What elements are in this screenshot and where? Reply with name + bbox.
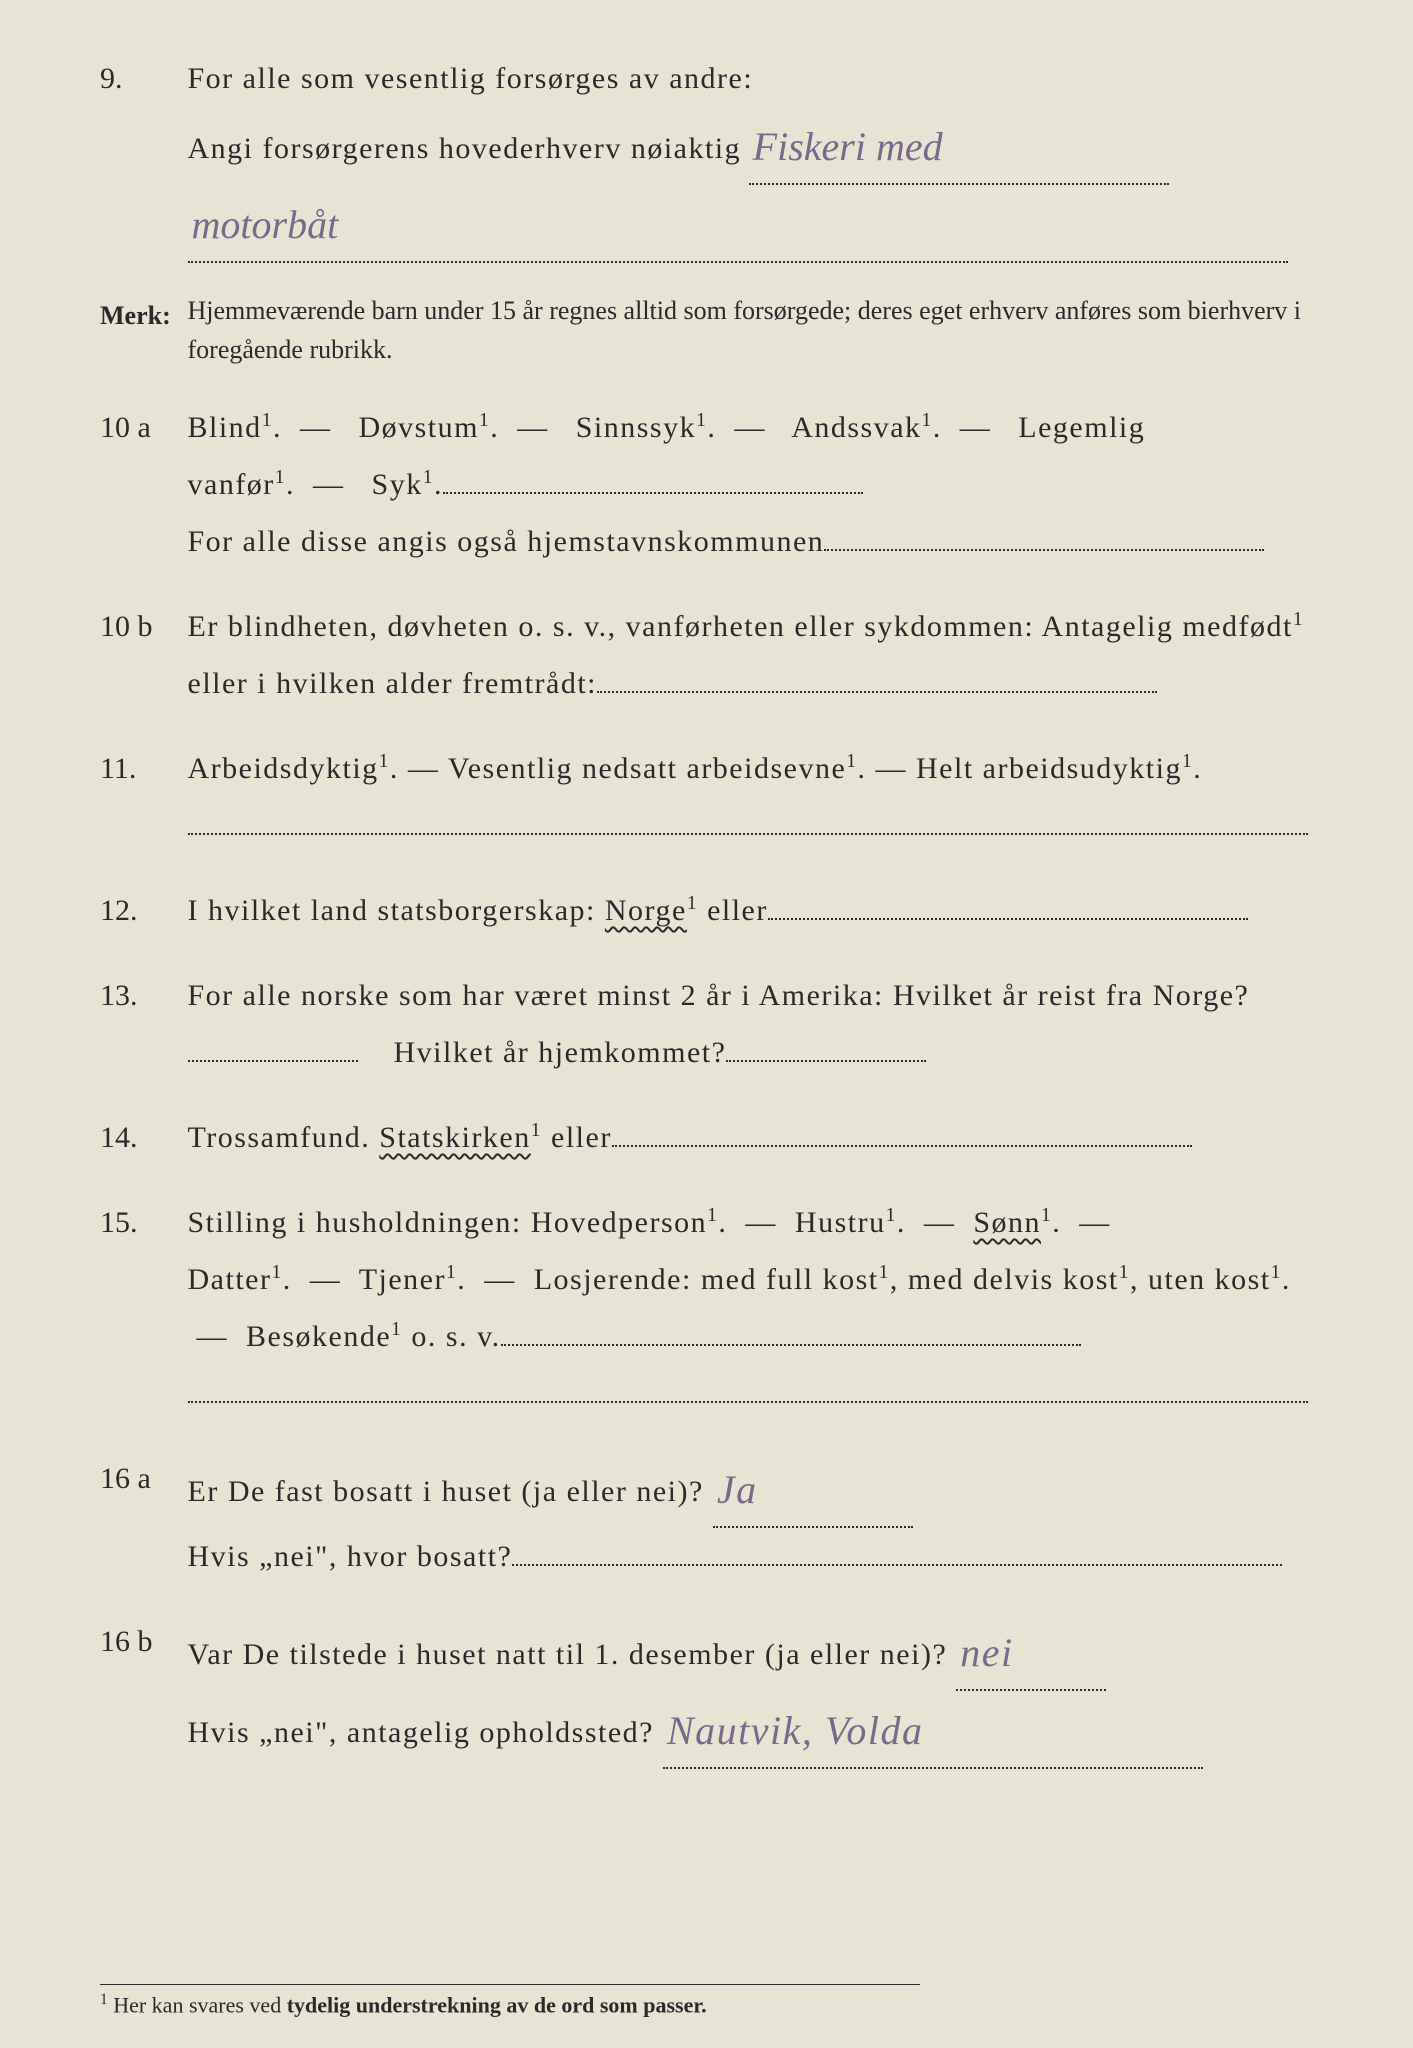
q10a-num: 10 a [100, 399, 180, 456]
q10a-body: Blind1. — Døvstum1. — Sinnssyk1. — Andss… [188, 399, 1341, 570]
q14-stat: Statskirken [379, 1121, 531, 1154]
q10b-text-b: eller i hvilken alder fremtrådt: [188, 667, 598, 700]
q15-sonn: Sønn [973, 1206, 1041, 1239]
q16b-a: Var De tilstede i huset natt til 1. dese… [188, 1638, 948, 1671]
q9-body: For alle som vesentlig forsørges av andr… [188, 50, 1341, 263]
q10b-fill[interactable] [597, 691, 1157, 693]
q10a-opt0: Blind [188, 411, 262, 444]
footnote: 1 Her kan svares ved tydelig understrekn… [100, 1984, 920, 2018]
q9-fill2[interactable]: motorbåt [188, 185, 1288, 263]
q15-hustru: Hustru [795, 1206, 886, 1239]
q10a-fill[interactable] [443, 492, 863, 494]
q12-body: I hvilket land statsborgerskap: Norge1 e… [188, 882, 1341, 939]
q16b-hand1: nei [960, 1630, 1013, 1675]
q12-fill[interactable] [768, 918, 1248, 920]
footnote-sup: 1 [100, 1991, 108, 2008]
q12-a: I hvilket land statsborgerskap: [188, 894, 605, 927]
merk-text: Hjemmeværende barn under 15 år regnes al… [188, 291, 1341, 369]
q13-fill1[interactable] [188, 1060, 358, 1062]
q10a-fill2[interactable] [824, 549, 1264, 551]
q16b-b: Hvis „nei", antagelig opholdssted? [188, 1716, 655, 1749]
q11-opt1: Vesentlig nedsatt arbeidsevne [448, 752, 846, 785]
q15-fill2[interactable] [188, 1401, 1308, 1403]
q13-fill2[interactable] [726, 1060, 926, 1062]
question-10b: 10 b Er blindheten, døvheten o. s. v., v… [100, 598, 1343, 712]
q15-fill[interactable] [501, 1344, 1081, 1346]
q9-fill1[interactable]: Fiskeri med [749, 107, 1169, 185]
q14-fill[interactable] [612, 1145, 1192, 1147]
question-16b: 16 b Var De tilstede i huset natt til 1.… [100, 1613, 1343, 1769]
q10a-opt1: Døvstum [358, 411, 479, 444]
q15-besok: Besøkende [246, 1320, 391, 1353]
q9-line1: For alle som vesentlig forsørges av andr… [188, 62, 754, 95]
q12-b: eller [707, 894, 768, 927]
q13-body: For alle norske som har været minst 2 år… [188, 967, 1341, 1081]
q15-los: Losjerende: med full kost [534, 1263, 879, 1296]
footnote-bold: tydelig understrekning av de ord som pas… [287, 1992, 707, 2017]
q15-uten: , uten kost [1130, 1263, 1271, 1296]
q15-body: Stilling i husholdningen: Hovedperson1. … [188, 1194, 1341, 1422]
q15-datter: Datter [188, 1263, 272, 1296]
q9-line2: Angi forsørgerens hovederhverv nøiaktig [188, 132, 742, 165]
q10a-opt4b: vanfør [188, 468, 275, 501]
q14-num: 14. [100, 1109, 180, 1166]
q16a-b: Hvis „nei", hvor bosatt? [188, 1540, 513, 1573]
q16a-a: Er De fast bosatt i huset (ja eller nei)… [188, 1475, 713, 1508]
question-11: 11. Arbeidsdyktig1. — Vesentlig nedsatt … [100, 740, 1343, 854]
q14-b: eller [551, 1121, 612, 1154]
q13-a: For alle norske som har været minst 2 år… [188, 979, 1250, 1012]
q9-num: 9. [100, 50, 180, 107]
q15-osv: o. s. v. [411, 1320, 500, 1353]
q11-opt0: Arbeidsdyktig [188, 752, 379, 785]
q16b-fill1[interactable]: nei [956, 1613, 1106, 1691]
q9-hand1: Fiskeri med [753, 124, 943, 169]
q16b-fill2[interactable]: Nautvik, Volda [663, 1691, 1203, 1769]
q15-num: 15. [100, 1194, 180, 1251]
question-12: 12. I hvilket land statsborgerskap: Norg… [100, 882, 1343, 939]
q16b-hand2: Nautvik, Volda [667, 1708, 924, 1753]
q9-hand2: motorbåt [192, 202, 339, 247]
question-10a: 10 a Blind1. — Døvstum1. — Sinnssyk1. — … [100, 399, 1343, 570]
q16a-hand: Ja [717, 1467, 758, 1512]
q11-body: Arbeidsdyktig1. — Vesentlig nedsatt arbe… [188, 740, 1341, 854]
question-15: 15. Stilling i husholdningen: Hovedperso… [100, 1194, 1343, 1422]
q13-b: Hvilket år hjemkommet? [394, 1036, 727, 1069]
q12-num: 12. [100, 882, 180, 939]
q10a-line2: For alle disse angis også hjemstavnskomm… [188, 525, 825, 558]
q16a-body: Er De fast bosatt i huset (ja eller nei)… [188, 1450, 1341, 1585]
q10b-num: 10 b [100, 598, 180, 655]
q11-fill[interactable] [188, 833, 1308, 835]
q16b-num: 16 b [100, 1613, 180, 1670]
q10b-text-a: Er blindheten, døvheten o. s. v., vanfør… [188, 610, 1293, 643]
merk-label: Merk: [100, 291, 180, 340]
q10a-opt2: Sinnssyk [576, 411, 696, 444]
q15-tjener: Tjener [359, 1263, 446, 1296]
question-16a: 16 a Er De fast bosatt i huset (ja eller… [100, 1450, 1343, 1585]
question-13: 13. For alle norske som har været minst … [100, 967, 1343, 1081]
q14-body: Trossamfund. Statskirken1 eller [188, 1109, 1341, 1166]
q15-a: Stilling i husholdningen: Hovedperson [188, 1206, 708, 1239]
footnote-a: Her kan svares ved [113, 1992, 287, 2017]
question-14: 14. Trossamfund. Statskirken1 eller [100, 1109, 1343, 1166]
q10a-opt3: Andssvak [791, 411, 921, 444]
q16a-fill2[interactable] [512, 1564, 1282, 1566]
q10b-body: Er blindheten, døvheten o. s. v., vanfør… [188, 598, 1341, 712]
q10a-opt5: Syk [372, 468, 423, 501]
q16a-num: 16 a [100, 1450, 180, 1507]
q14-a: Trossamfund. [188, 1121, 380, 1154]
question-9: 9. For alle som vesentlig forsørges av a… [100, 50, 1343, 263]
q13-num: 13. [100, 967, 180, 1024]
q11-num: 11. [100, 740, 180, 797]
q16b-body: Var De tilstede i huset natt til 1. dese… [188, 1613, 1341, 1769]
q12-norge: Norge [605, 894, 687, 927]
merk-note: Merk: Hjemmeværende barn under 15 år reg… [100, 291, 1343, 369]
q11-opt2: Helt arbeidsudyktig [916, 752, 1182, 785]
q16a-fill1[interactable]: Ja [713, 1450, 913, 1528]
q15-delvis: , med delvis kost [890, 1263, 1119, 1296]
